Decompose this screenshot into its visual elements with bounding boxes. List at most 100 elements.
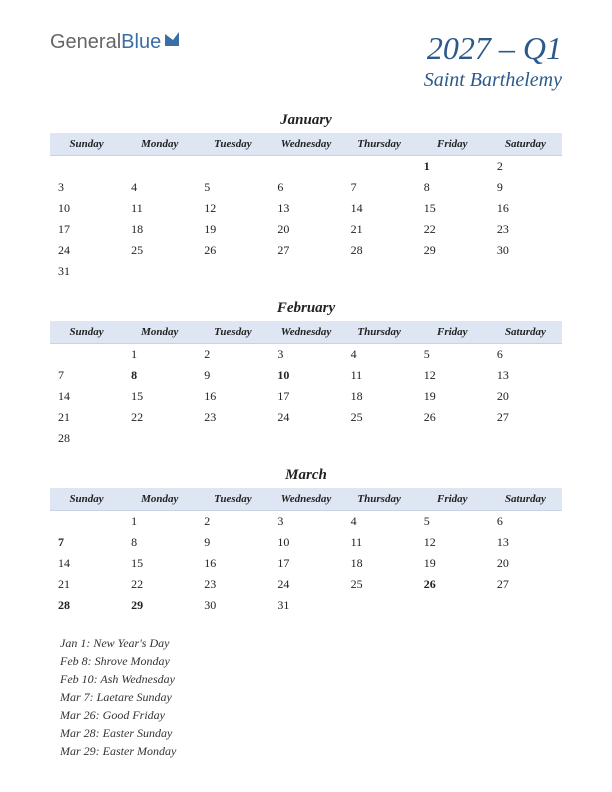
calendar-cell <box>343 595 416 616</box>
holiday-item: Feb 10: Ash Wednesday <box>60 670 562 688</box>
day-header: Wednesday <box>269 321 342 344</box>
calendar-cell: 24 <box>269 574 342 595</box>
calendar-cell <box>196 428 269 449</box>
calendar-cell: 20 <box>269 219 342 240</box>
calendar-cell: 1 <box>123 511 196 533</box>
calendar-cell: 7 <box>343 177 416 198</box>
calendar-table: SundayMondayTuesdayWednesdayThursdayFrid… <box>50 133 562 282</box>
calendar-cell: 21 <box>50 574 123 595</box>
calendar-cell: 16 <box>196 553 269 574</box>
months-container: JanuarySundayMondayTuesdayWednesdayThurs… <box>50 112 562 616</box>
calendar-cell: 19 <box>196 219 269 240</box>
calendar-cell: 20 <box>489 553 562 574</box>
day-header: Saturday <box>489 321 562 344</box>
header: GeneralBlue 2027 – Q1 Saint Barthelemy <box>50 30 562 92</box>
calendar-cell: 12 <box>196 198 269 219</box>
calendar-cell <box>50 156 123 178</box>
calendar-cell: 3 <box>269 344 342 366</box>
calendar-cell: 16 <box>196 386 269 407</box>
month-block: January SundayMondayTuesdayWednesdayThurs… <box>50 112 562 282</box>
calendar-cell: 26 <box>196 240 269 261</box>
calendar-cell <box>123 261 196 282</box>
holiday-item: Mar 26: Good Friday <box>60 706 562 724</box>
calendar-row: 28 <box>50 428 562 449</box>
calendar-cell: 6 <box>269 177 342 198</box>
day-header: Tuesday <box>196 321 269 344</box>
calendar-cell: 19 <box>416 553 489 574</box>
calendar-cell: 13 <box>489 532 562 553</box>
holiday-item: Mar 29: Easter Monday <box>60 742 562 760</box>
calendar-cell: 21 <box>50 407 123 428</box>
month-name: January <box>50 112 562 129</box>
calendar-cell <box>343 261 416 282</box>
calendar-cell: 7 <box>50 532 123 553</box>
calendar-cell <box>50 344 123 366</box>
calendar-cell: 25 <box>123 240 196 261</box>
calendar-cell: 14 <box>343 198 416 219</box>
page-title: 2027 – Q1 <box>424 30 562 67</box>
calendar-cell <box>123 428 196 449</box>
calendar-row: 123456 <box>50 511 562 533</box>
calendar-table: SundayMondayTuesdayWednesdayThursdayFrid… <box>50 488 562 616</box>
holiday-item: Jan 1: New Year's Day <box>60 634 562 652</box>
calendar-row: 24252627282930 <box>50 240 562 261</box>
calendar-cell: 9 <box>196 532 269 553</box>
calendar-cell: 5 <box>416 511 489 533</box>
day-header: Friday <box>416 321 489 344</box>
calendar-row: 17181920212223 <box>50 219 562 240</box>
calendar-row: 14151617181920 <box>50 386 562 407</box>
month-block: FebruarySundayMondayTuesdayWednesdayThur… <box>50 300 562 449</box>
logo-icon <box>163 30 181 54</box>
day-header: Monday <box>123 488 196 511</box>
calendar-table: SundayMondayTuesdayWednesdayThursdayFrid… <box>50 321 562 449</box>
calendar-cell <box>416 261 489 282</box>
calendar-cell <box>50 511 123 533</box>
logo-text-blue: Blue <box>121 31 161 54</box>
calendar-row: 14151617181920 <box>50 553 562 574</box>
calendar-cell <box>196 261 269 282</box>
calendar-cell: 27 <box>489 574 562 595</box>
calendar-cell: 25 <box>343 574 416 595</box>
calendar-cell: 12 <box>416 532 489 553</box>
day-header: Tuesday <box>196 488 269 511</box>
calendar-cell: 24 <box>50 240 123 261</box>
calendar-cell: 31 <box>50 261 123 282</box>
calendar-row: 31 <box>50 261 562 282</box>
calendar-cell: 17 <box>269 386 342 407</box>
calendar-cell: 11 <box>343 532 416 553</box>
calendar-cell: 4 <box>343 511 416 533</box>
calendar-cell: 15 <box>416 198 489 219</box>
calendar-cell <box>489 595 562 616</box>
calendar-cell: 3 <box>50 177 123 198</box>
calendar-row: 28293031 <box>50 595 562 616</box>
calendar-cell: 14 <box>50 553 123 574</box>
day-header: Sunday <box>50 133 123 156</box>
calendar-cell <box>269 428 342 449</box>
calendar-cell: 8 <box>416 177 489 198</box>
calendar-cell: 3 <box>269 511 342 533</box>
calendar-cell: 31 <box>269 595 342 616</box>
calendar-cell: 4 <box>123 177 196 198</box>
calendar-cell: 13 <box>269 198 342 219</box>
calendar-cell <box>196 156 269 178</box>
calendar-cell: 26 <box>416 574 489 595</box>
holidays-list: Jan 1: New Year's DayFeb 8: Shrove Monda… <box>50 634 562 760</box>
day-header: Thursday <box>343 321 416 344</box>
page-subtitle: Saint Barthelemy <box>424 69 562 92</box>
calendar-cell: 28 <box>50 428 123 449</box>
calendar-cell: 4 <box>343 344 416 366</box>
calendar-cell: 15 <box>123 553 196 574</box>
calendar-cell: 10 <box>269 532 342 553</box>
calendar-row: 3456789 <box>50 177 562 198</box>
calendar-cell: 22 <box>416 219 489 240</box>
day-header: Monday <box>123 133 196 156</box>
calendar-cell: 2 <box>489 156 562 178</box>
day-header: Friday <box>416 488 489 511</box>
day-header: Thursday <box>343 488 416 511</box>
calendar-cell: 23 <box>196 407 269 428</box>
calendar-cell: 28 <box>343 240 416 261</box>
calendar-cell: 18 <box>123 219 196 240</box>
calendar-cell: 20 <box>489 386 562 407</box>
calendar-cell: 11 <box>123 198 196 219</box>
holiday-item: Mar 28: Easter Sunday <box>60 724 562 742</box>
